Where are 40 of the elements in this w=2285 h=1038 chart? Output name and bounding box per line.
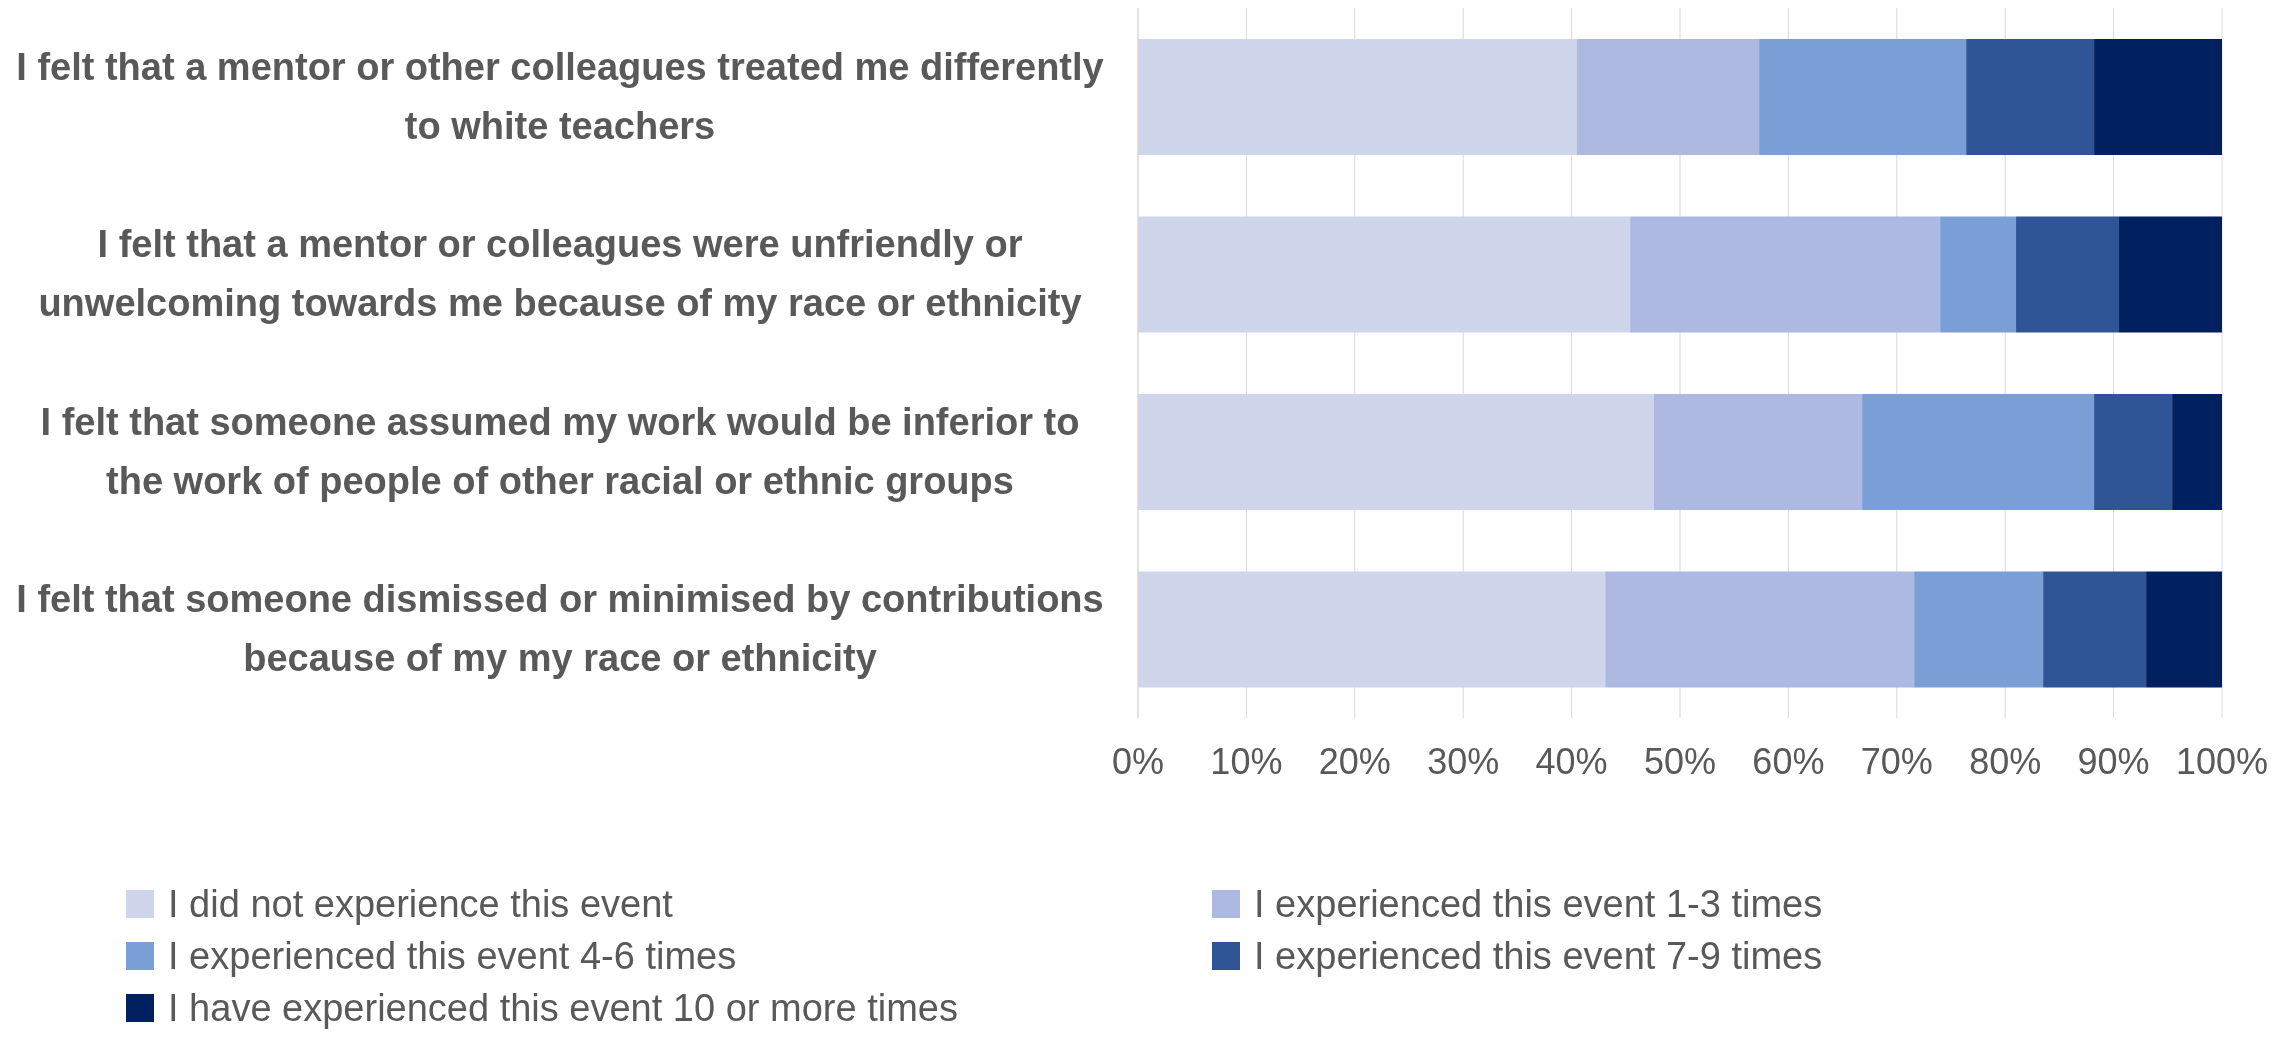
- y-tick-label: I felt that a mentor or colleagues were unfriendly or unwelcoming towards me because of my race or ethnicity: [37, 222, 1083, 327]
- y-tick-label: I felt that a mentor or other colleagues treated me differently to white teachers: [15, 44, 1105, 149]
- legend-label: I experienced this event 1-3 times: [1254, 883, 1823, 925]
- bar: [2146, 571, 2222, 688]
- bar: [1759, 39, 1967, 155]
- bar: [1138, 394, 1654, 510]
- bar: [1914, 571, 2044, 688]
- bar: [1605, 571, 1915, 688]
- bar: [1138, 571, 1606, 688]
- bar: [2016, 216, 2120, 333]
- x-tick-label: 0%: [1111, 740, 1165, 782]
- bar: [1138, 216, 1631, 333]
- y-tick-label: I felt that someone dismissed or minimised by contributions because of my my race or ethnicity: [15, 577, 1105, 682]
- legend-label: I did not experience this event: [168, 883, 673, 925]
- bar: [1862, 394, 2095, 510]
- bar: [1138, 39, 1578, 155]
- bar: [2043, 571, 2147, 688]
- bar: [2172, 394, 2222, 510]
- legend-label: I have experienced this event 10 or more times: [168, 987, 958, 1029]
- legend-label: I experienced this event 7-9 times: [1254, 935, 1823, 977]
- x-tick-label: 50%: [1643, 740, 1717, 782]
- bar: [2119, 216, 2222, 333]
- x-tick-label: 40%: [1535, 740, 1608, 782]
- bar: [1577, 39, 1760, 155]
- x-tick-label: 20%: [1318, 740, 1391, 782]
- bar: [1653, 394, 1863, 510]
- bar: [2094, 394, 2173, 510]
- x-tick-label: 70%: [1860, 740, 1933, 782]
- bar: [1940, 216, 2017, 333]
- bar: [2094, 39, 2222, 155]
- x-tick-label: 60%: [1752, 740, 1825, 782]
- x-tick-label: 10%: [1210, 740, 1283, 782]
- x-tick-label: 90%: [2077, 740, 2150, 782]
- y-tick-label: I felt that someone assumed my work would be inferior to the work of people of other racial or ethnic groups: [39, 399, 1081, 504]
- bar: [1966, 39, 2095, 155]
- x-tick-label: 30%: [1427, 740, 1500, 782]
- x-tick-label: 100%: [2175, 740, 2269, 782]
- legend-label: I experienced this event 4-6 times: [168, 935, 737, 977]
- bar: [1630, 216, 1941, 333]
- x-tick-label: 80%: [1969, 740, 2042, 782]
